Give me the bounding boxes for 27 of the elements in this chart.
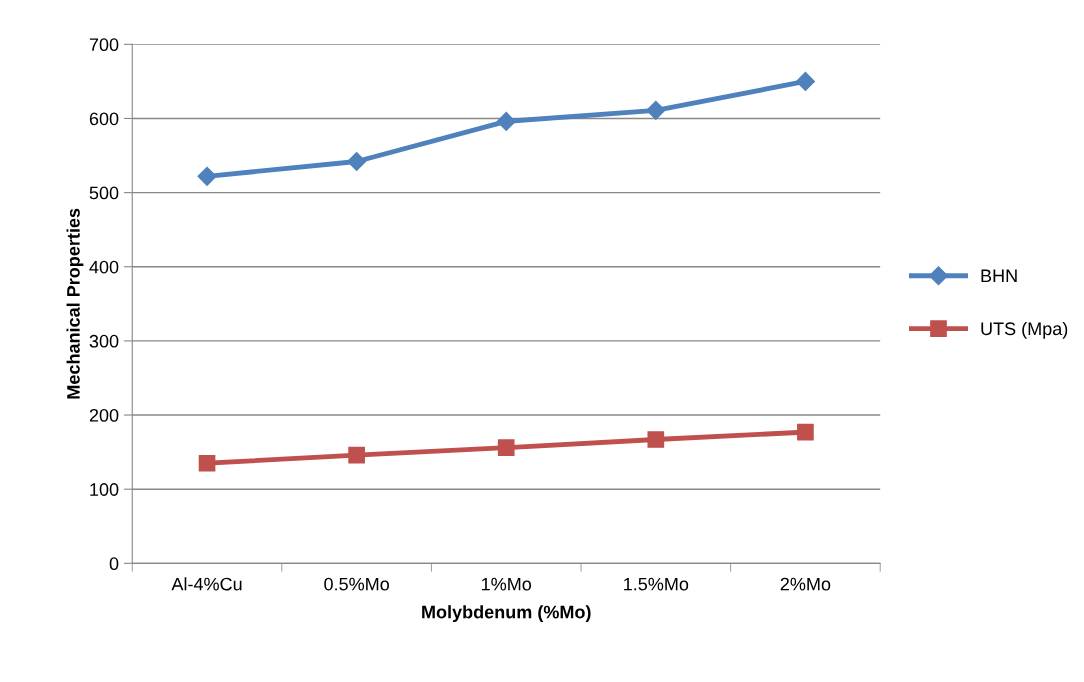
legend-label: UTS (Mpa) [981,321,1068,339]
y-tick-label: 0 [109,557,119,571]
point [347,151,367,172]
point [198,454,216,472]
point [797,423,814,441]
y-tick-label: 500 [89,186,119,200]
point [646,100,666,120]
legend-label: BHN [981,269,1017,283]
y-tick-label: 400 [89,260,119,274]
x-tick-label: 2%Mo [780,577,831,591]
y-tick-label: 700 [89,38,119,52]
point [497,439,515,457]
x-axis-title: Molybdenum (%Mo) [422,605,591,622]
y-axis-title: Mechanical Properties [66,208,84,399]
point [197,166,217,186]
point [348,446,365,464]
x-tick-label: 1%Mo [482,577,532,591]
x-tick-label: Al-4%Cu [171,577,242,591]
point [496,111,516,131]
y-tick-label: 600 [89,112,119,126]
point [795,71,815,91]
y-tick-label: 100 [90,483,119,496]
y-tick-label: 300 [89,334,119,348]
y-tick-label: 200 [89,408,119,422]
x-tick-label: 1.5%Mo [624,577,689,591]
point [647,431,665,448]
x-tick-label: 0.5%Mo [324,577,389,591]
